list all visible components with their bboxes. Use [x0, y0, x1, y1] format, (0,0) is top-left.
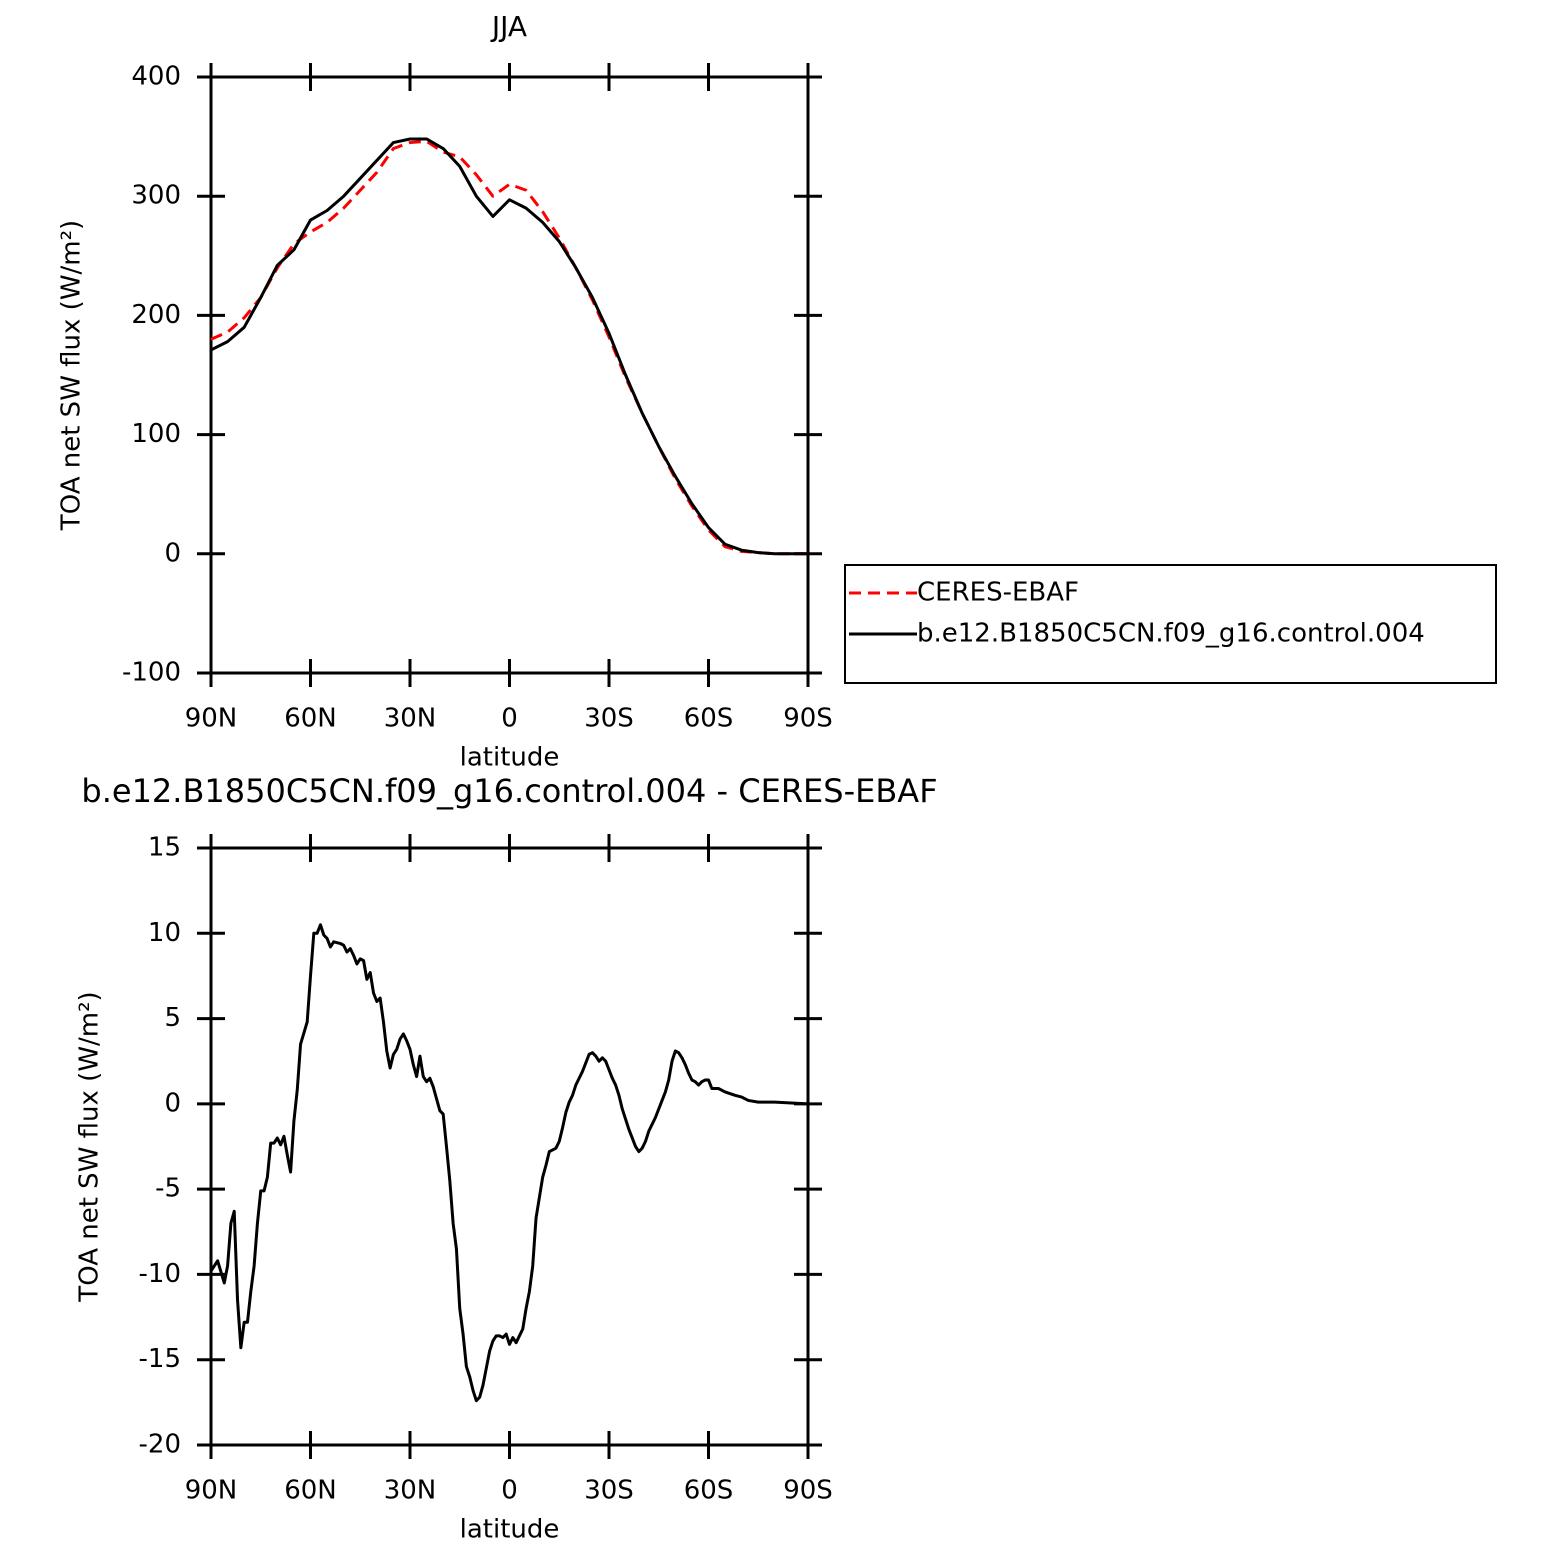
y-tick-label: -100	[122, 658, 181, 688]
y-tick-label: 200	[131, 300, 181, 330]
data-line	[209, 923, 809, 1403]
y-axis-label: TOA net SW flux (W/m²)	[57, 220, 87, 531]
x-axis-label: latitude	[460, 1515, 560, 1545]
y-tick-label: 0	[164, 538, 181, 568]
y-tick-label: 10	[148, 918, 181, 948]
x-axis-label: latitude	[460, 743, 560, 773]
x-tick-label: 0	[501, 704, 518, 734]
x-tick-label: 90S	[783, 1476, 833, 1506]
chart-title: b.e12.B1850C5CN.f09_g16.control.004 - CE…	[81, 772, 937, 810]
plot-frame	[209, 75, 810, 675]
x-tick-label: 30S	[584, 1476, 634, 1506]
legend-label: CERES-EBAF	[917, 578, 1079, 608]
x-tick-label: 90N	[185, 1476, 238, 1506]
y-tick-label: 400	[131, 62, 181, 92]
x-tick-label: 0	[501, 1476, 518, 1506]
y-axis-label: TOA net SW flux (W/m²)	[75, 991, 105, 1302]
y-tick-label: 15	[148, 833, 181, 863]
x-tick-label: 30N	[384, 704, 437, 734]
y-tick-label: 5	[164, 1003, 181, 1033]
plot-frame	[209, 846, 810, 1447]
data-line	[210, 139, 808, 556]
y-tick-label: -5	[155, 1174, 181, 1204]
x-tick-label: 30N	[384, 1476, 437, 1506]
y-tick-label: 300	[131, 181, 181, 211]
x-tick-label: 30S	[584, 704, 634, 734]
x-tick-label: 60N	[284, 1476, 337, 1506]
legend-label: b.e12.B1850C5CN.f09_g16.control.004	[917, 619, 1425, 649]
x-tick-label: 90S	[783, 704, 833, 734]
legend-box	[844, 564, 1497, 684]
y-tick-label: -10	[139, 1259, 181, 1289]
chart-title: JJA	[490, 10, 527, 43]
x-tick-label: 60S	[684, 704, 734, 734]
x-tick-label: 60N	[284, 704, 337, 734]
x-tick-label: 90N	[185, 704, 238, 734]
y-tick-label: 100	[131, 419, 181, 449]
y-tick-label: 0	[164, 1088, 181, 1118]
data-line	[210, 137, 808, 556]
x-tick-label: 60S	[684, 1476, 734, 1506]
y-tick-label: -15	[139, 1344, 181, 1374]
y-tick-label: -20	[139, 1430, 181, 1460]
